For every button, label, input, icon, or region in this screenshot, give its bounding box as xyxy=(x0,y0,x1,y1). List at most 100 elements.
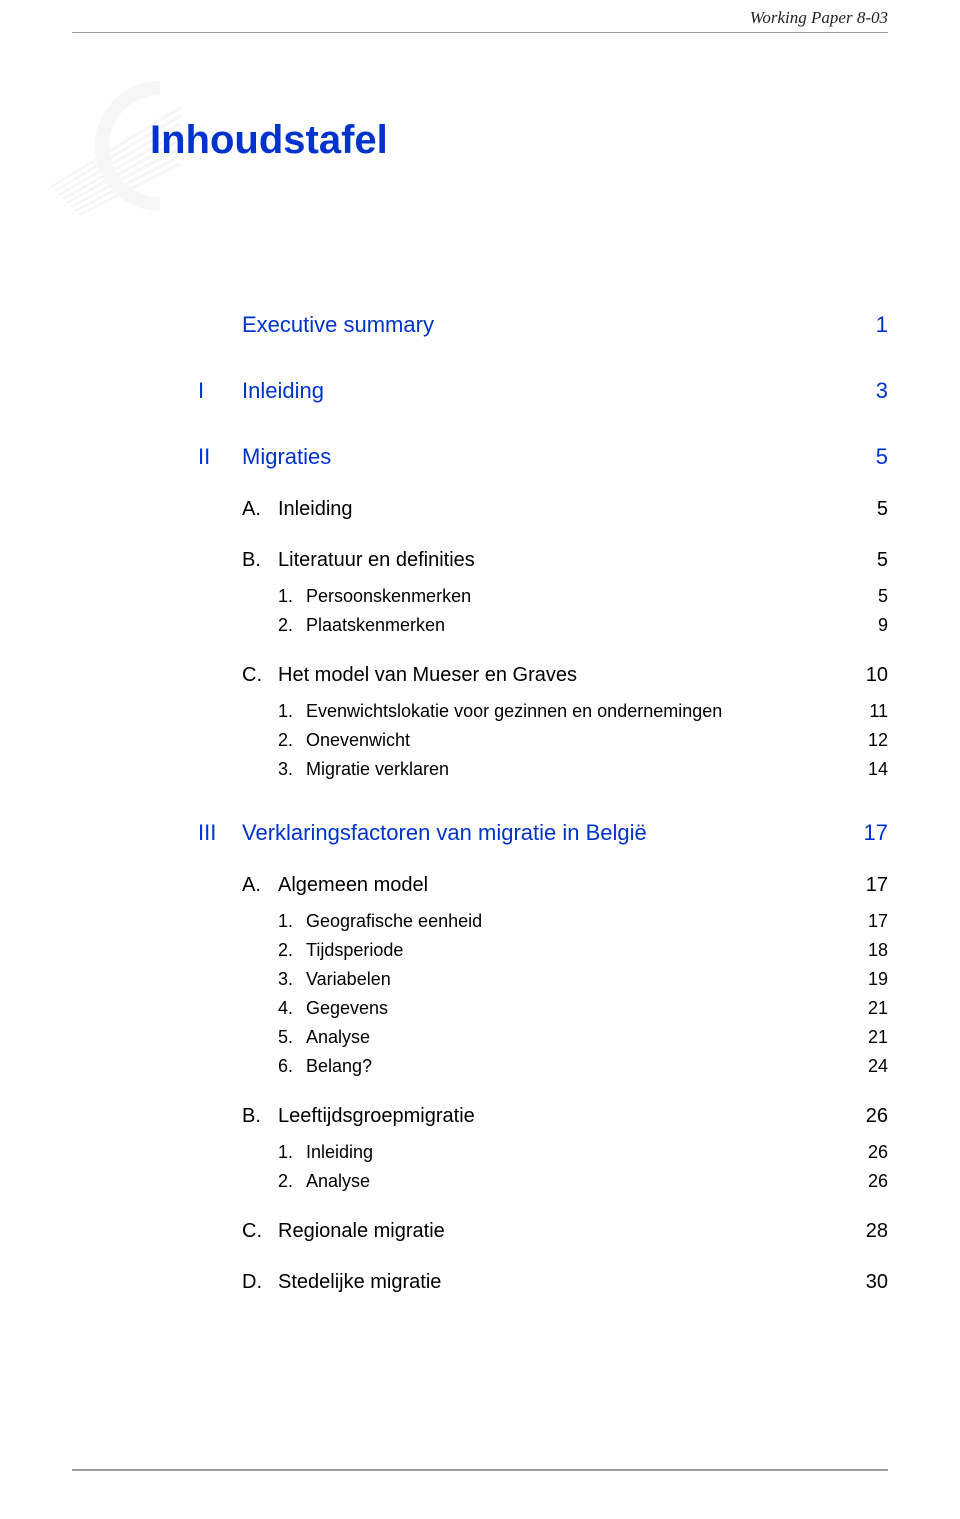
toc-num: B. xyxy=(242,1105,278,1128)
toc-num: 4. xyxy=(278,998,306,1019)
toc-entry[interactable]: 3. Variabelen 19 xyxy=(278,969,888,990)
toc-page: 3 xyxy=(876,378,888,404)
toc-label: Analyse xyxy=(306,1027,370,1048)
toc-num: II xyxy=(198,444,242,470)
document-page: Working Paper 8-03 Inhoudstafel Executiv… xyxy=(0,0,960,1519)
toc-page: 17 xyxy=(868,911,888,932)
toc-num: D. xyxy=(242,1271,278,1294)
toc-page: 24 xyxy=(868,1056,888,1077)
toc-page: 26 xyxy=(868,1142,888,1163)
toc-page: 19 xyxy=(868,969,888,990)
toc-label: Migratie verklaren xyxy=(306,759,449,780)
toc-page: 5 xyxy=(878,586,888,607)
toc-entry[interactable]: 4. Gegevens 21 xyxy=(278,998,888,1019)
toc-num: A. xyxy=(242,498,278,521)
toc-entry[interactable]: 2. Onevenwicht 12 xyxy=(278,730,888,751)
page-title: Inhoudstafel xyxy=(150,118,388,163)
toc-entry[interactable]: C. Het model van Mueser en Graves 10 xyxy=(242,664,888,687)
toc-label: Onevenwicht xyxy=(306,730,410,751)
toc-entry[interactable]: 3. Migratie verklaren 14 xyxy=(278,759,888,780)
toc-label: Tijdsperiode xyxy=(306,940,403,961)
toc-label: Variabelen xyxy=(306,969,391,990)
toc-page: 26 xyxy=(868,1171,888,1192)
toc-entry[interactable]: 1. Geografische eenheid 17 xyxy=(278,911,888,932)
toc-label: Inleiding xyxy=(278,498,353,521)
toc-entry[interactable]: II Migraties 5 xyxy=(198,444,888,470)
toc-page: 28 xyxy=(866,1220,888,1243)
toc-num: C. xyxy=(242,664,278,687)
toc-num: 1. xyxy=(278,911,306,932)
toc-num: 2. xyxy=(278,730,306,751)
toc-num: I xyxy=(198,378,242,404)
toc-page: 21 xyxy=(868,998,888,1019)
toc-label: Geografische eenheid xyxy=(306,911,482,932)
toc-num: 3. xyxy=(278,759,306,780)
toc-page: 10 xyxy=(866,664,888,687)
toc-page: 18 xyxy=(868,940,888,961)
toc-entry[interactable]: I Inleiding 3 xyxy=(198,378,888,404)
toc-label: Analyse xyxy=(306,1171,370,1192)
toc-label: Inleiding xyxy=(306,1142,373,1163)
toc-entry[interactable]: A. Inleiding 5 xyxy=(242,498,888,521)
toc-entry[interactable]: 2. Plaatskenmerken 9 xyxy=(278,615,888,636)
toc-entry[interactable]: III Verklaringsfactoren van migratie in … xyxy=(198,820,888,846)
toc-label: Regionale migratie xyxy=(278,1220,445,1243)
toc-num: 1. xyxy=(278,586,306,607)
toc-label: Persoonskenmerken xyxy=(306,586,471,607)
toc-entry[interactable]: 2. Analyse 26 xyxy=(278,1171,888,1192)
toc-page: 1 xyxy=(876,312,888,338)
toc-label: Executive summary xyxy=(242,312,434,338)
header-rule xyxy=(72,32,888,33)
toc-entry[interactable]: 1. Persoonskenmerken 5 xyxy=(278,586,888,607)
toc-label: Leeftijdsgroepmigratie xyxy=(278,1105,475,1128)
toc-num: 2. xyxy=(278,615,306,636)
toc-label: Verklaringsfactoren van migratie in Belg… xyxy=(242,820,647,846)
running-header: Working Paper 8-03 xyxy=(750,8,888,28)
toc-page: 11 xyxy=(869,701,888,722)
toc-entry[interactable]: 1. Evenwichtslokatie voor gezinnen en on… xyxy=(278,701,888,722)
toc-entry[interactable]: B. Leeftijdsgroepmigratie 26 xyxy=(242,1105,888,1128)
toc-entry[interactable]: 1. Inleiding 26 xyxy=(278,1142,888,1163)
toc-label: Belang? xyxy=(306,1056,372,1077)
toc-entry[interactable]: B. Literatuur en definities 5 xyxy=(242,549,888,572)
toc-page: 14 xyxy=(868,759,888,780)
toc-num: B. xyxy=(242,549,278,572)
toc-label: Het model van Mueser en Graves xyxy=(278,664,577,687)
toc-entry[interactable]: Executive summary 1 xyxy=(198,312,888,338)
toc-num: 2. xyxy=(278,1171,306,1192)
toc-entry[interactable]: 6. Belang? 24 xyxy=(278,1056,888,1077)
toc-page: 5 xyxy=(877,498,888,521)
toc-entry[interactable]: A. Algemeen model 17 xyxy=(242,874,888,897)
toc-page: 21 xyxy=(868,1027,888,1048)
toc-page: 5 xyxy=(877,549,888,572)
toc-page: 30 xyxy=(866,1271,888,1294)
toc-page: 12 xyxy=(868,730,888,751)
table-of-contents: Executive summary 1 I Inleiding 3 II Mig… xyxy=(198,278,888,1294)
toc-label: Inleiding xyxy=(242,378,324,404)
toc-page: 17 xyxy=(864,820,888,846)
toc-page: 9 xyxy=(878,615,888,636)
toc-num: C. xyxy=(242,1220,278,1243)
toc-page: 17 xyxy=(866,874,888,897)
toc-label: Plaatskenmerken xyxy=(306,615,445,636)
toc-entry[interactable]: D. Stedelijke migratie 30 xyxy=(242,1271,888,1294)
toc-label: Evenwichtslokatie voor gezinnen en onder… xyxy=(306,701,722,722)
toc-entry[interactable]: 5. Analyse 21 xyxy=(278,1027,888,1048)
toc-page: 26 xyxy=(866,1105,888,1128)
toc-num: A. xyxy=(242,874,278,897)
toc-label: Literatuur en definities xyxy=(278,549,475,572)
toc-label: Stedelijke migratie xyxy=(278,1271,441,1294)
toc-num: 1. xyxy=(278,1142,306,1163)
toc-entry[interactable]: C. Regionale migratie 28 xyxy=(242,1220,888,1243)
toc-num: 2. xyxy=(278,940,306,961)
toc-num: 3. xyxy=(278,969,306,990)
toc-label: Gegevens xyxy=(306,998,388,1019)
toc-num: 1. xyxy=(278,701,306,722)
toc-num: 6. xyxy=(278,1056,306,1077)
toc-label: Migraties xyxy=(242,444,331,470)
toc-label: Algemeen model xyxy=(278,874,428,897)
toc-page: 5 xyxy=(876,444,888,470)
toc-num: 5. xyxy=(278,1027,306,1048)
toc-entry[interactable]: 2. Tijdsperiode 18 xyxy=(278,940,888,961)
footer-rule xyxy=(72,1469,888,1471)
